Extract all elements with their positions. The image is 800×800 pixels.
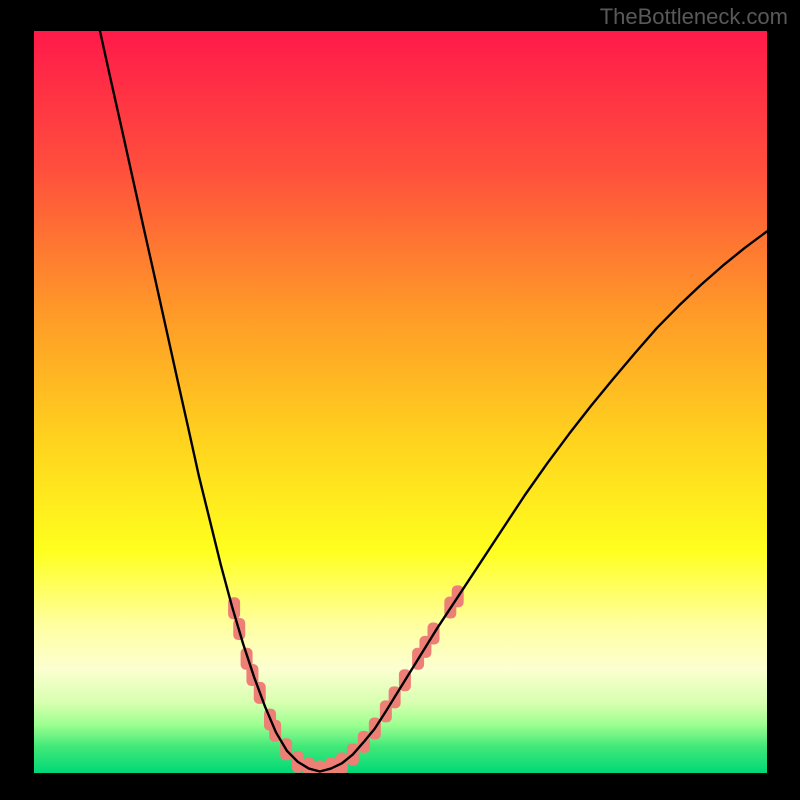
chart-container: TheBottleneck.com [0,0,800,800]
watermark-text: TheBottleneck.com [600,4,788,30]
bottleneck-curve-chart [0,0,800,800]
gradient-background [34,31,767,773]
